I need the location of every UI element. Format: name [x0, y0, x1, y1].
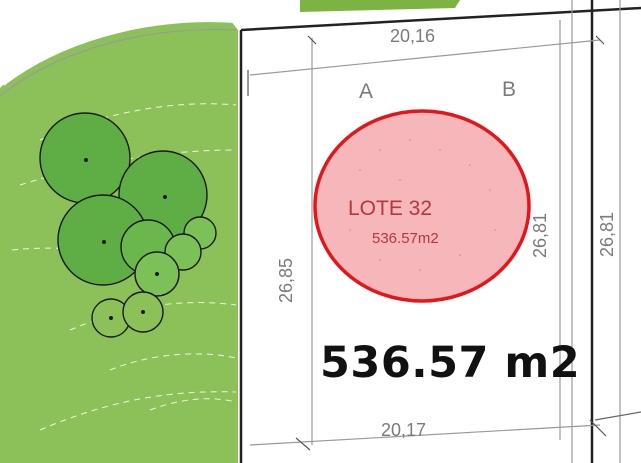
right-depth-label: 26,81 — [530, 212, 551, 259]
road-curve — [0, 8, 237, 86]
lot-area-large: 536.57 m2 — [320, 338, 581, 388]
lot-name: LOTE 32 — [348, 197, 433, 220]
neighbor-depth-label: 26,81 — [597, 211, 618, 258]
lot-area-small: 536.57m2 — [372, 230, 439, 247]
lot-highlight — [313, 109, 531, 303]
left-depth-label: 26,85 — [276, 257, 297, 304]
lot-highlight-texture — [349, 139, 496, 271]
dimension-lines — [247, 0, 621, 463]
top-green-strip — [300, 0, 460, 12]
tree-group — [39, 112, 217, 338]
bottom-width-label: 20,17 — [381, 420, 427, 440]
corner-b-label: B — [502, 78, 517, 101]
top-width-label: 20,16 — [390, 26, 436, 46]
map-corner — [0, 0, 236, 70]
corner-a-label: A — [359, 80, 374, 103]
lot-boundaries — [239, 0, 641, 463]
road-curve-edge — [0, 28, 237, 97]
tree-canopy — [39, 112, 131, 204]
